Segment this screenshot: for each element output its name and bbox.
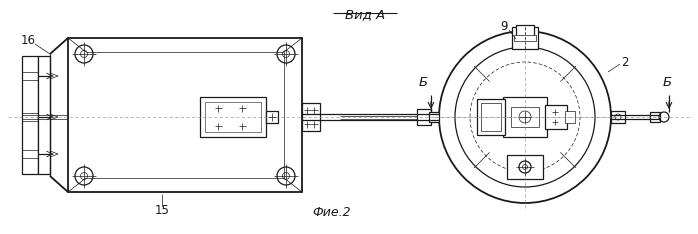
Text: 16: 16 xyxy=(20,34,36,48)
Text: 15: 15 xyxy=(154,204,170,216)
Bar xyxy=(302,103,320,131)
Bar xyxy=(516,25,534,37)
Bar xyxy=(503,97,547,137)
Text: Вид А: Вид А xyxy=(345,8,385,21)
Bar xyxy=(266,111,278,123)
Bar xyxy=(22,56,38,174)
Bar xyxy=(68,38,302,192)
Text: 2: 2 xyxy=(621,55,629,69)
Bar xyxy=(477,99,505,135)
Bar xyxy=(512,27,538,49)
Bar xyxy=(429,112,439,122)
Bar xyxy=(38,56,50,174)
Text: Фие.2: Фие.2 xyxy=(313,206,351,219)
Bar xyxy=(514,35,536,41)
Bar xyxy=(205,102,261,132)
Bar xyxy=(611,111,625,123)
Bar xyxy=(507,155,543,179)
Text: Б: Б xyxy=(418,76,428,89)
Bar xyxy=(417,109,431,125)
Bar xyxy=(565,111,575,123)
Bar xyxy=(200,97,266,137)
Bar xyxy=(511,107,539,127)
Text: 9: 9 xyxy=(500,21,507,33)
Text: Б: Б xyxy=(662,76,671,89)
Bar xyxy=(545,105,567,129)
Bar xyxy=(650,112,660,122)
Bar xyxy=(481,103,501,131)
